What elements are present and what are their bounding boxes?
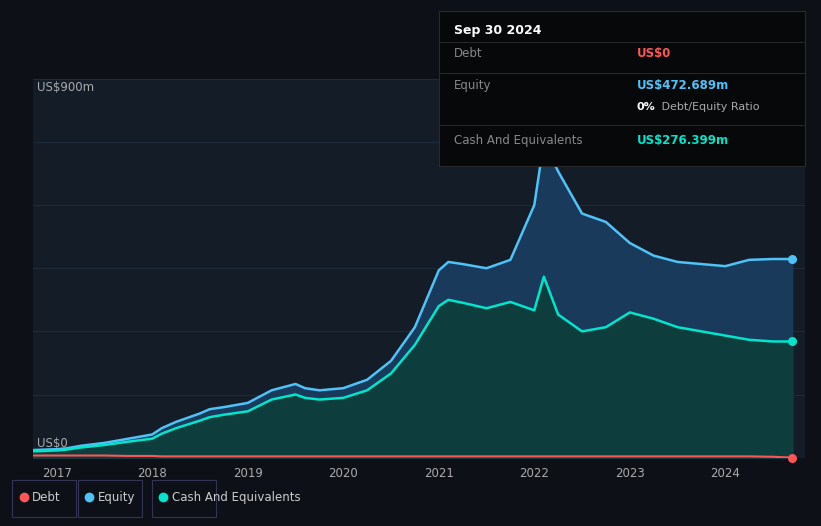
Text: US$0: US$0 (636, 47, 671, 60)
Point (786, 453, 799, 462)
Text: Sep 30 2024: Sep 30 2024 (454, 25, 541, 37)
Text: 0%: 0% (636, 102, 655, 112)
Text: US$0: US$0 (37, 437, 67, 450)
Text: US$900m: US$900m (37, 81, 94, 94)
Text: Equity: Equity (98, 491, 135, 503)
Point (786, 337, 799, 346)
Text: Debt/Equity Ratio: Debt/Equity Ratio (658, 102, 760, 112)
FancyBboxPatch shape (152, 480, 216, 518)
FancyBboxPatch shape (12, 480, 76, 518)
Text: Debt: Debt (32, 491, 61, 503)
Text: US$276.399m: US$276.399m (636, 134, 729, 147)
Text: US$472.689m: US$472.689m (636, 78, 729, 92)
Text: Cash And Equivalents: Cash And Equivalents (172, 491, 300, 503)
FancyBboxPatch shape (78, 480, 141, 518)
Text: Equity: Equity (454, 78, 491, 92)
Text: Cash And Equivalents: Cash And Equivalents (454, 134, 582, 147)
Point (786, 255, 799, 263)
Text: Debt: Debt (454, 47, 483, 60)
